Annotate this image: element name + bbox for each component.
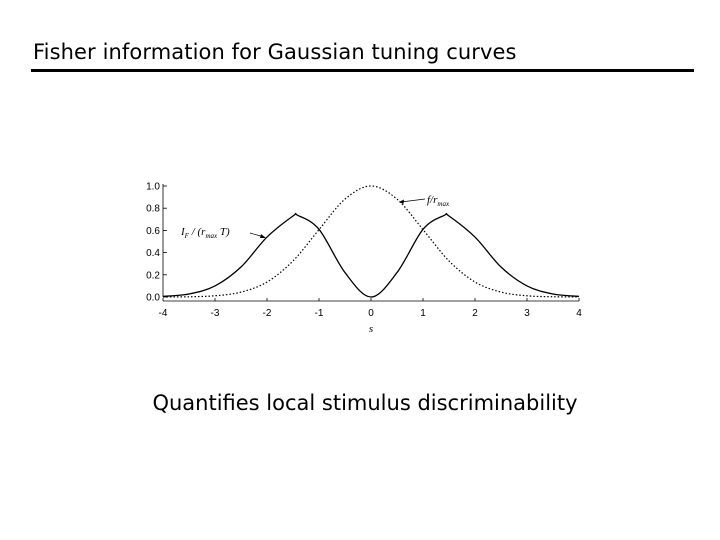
chart-lines: [162, 185, 580, 298]
slide-title: Fisher information for Gaussian tuning c…: [33, 40, 517, 64]
y-tick-label: 0.2: [146, 270, 160, 281]
y-tick-label: 0.6: [146, 226, 160, 237]
title-divider: [31, 69, 694, 72]
x-tick-label: -2: [263, 308, 272, 319]
tuning-curve-annotation: f/rmax: [427, 194, 450, 208]
fisher-information-line: [162, 212, 580, 298]
fisher-information-chart: 0.0 0.2 0.4 0.6 0.8 1.0 -4 -3 -2 -1 0 1 2 3 4 s f/rmax I…: [146, 182, 582, 336]
tuning-curve-pointer: [400, 198, 426, 203]
x-tick-label: 0: [368, 308, 374, 319]
slide-caption: Quantifies local stimulus discriminabili…: [152, 391, 578, 415]
x-tick-label: -3: [211, 308, 220, 319]
x-tick-label: 3: [524, 308, 530, 319]
chart-axes: [162, 184, 579, 302]
y-tick-label: 0.4: [146, 248, 160, 259]
tuning-curve-arrowhead: [399, 199, 404, 204]
tuning-curve-line: [162, 185, 580, 298]
y-tick-label: 0.0: [146, 293, 160, 304]
y-tick-label: 1.0: [146, 182, 160, 193]
chart-ticks: 0.0 0.2 0.4 0.6 0.8 1.0 -4 -3 -2 -1 0 1 2 3 4 s: [146, 182, 582, 336]
x-tick-label: 2: [472, 308, 478, 319]
x-tick-label: 1: [420, 308, 426, 319]
y-tick-label: 0.8: [146, 204, 160, 215]
fisher-information-annotation: IF / (rmax T): [180, 226, 230, 240]
x-tick-label: -1: [315, 308, 324, 319]
x-tick-label: 4: [576, 308, 582, 319]
x-axis-label: s: [369, 323, 373, 335]
chart-annotations: f/rmax IF / (rmax T): [180, 194, 450, 240]
fisher-information-arrowhead: [260, 234, 266, 238]
x-tick-label: -4: [159, 308, 168, 319]
